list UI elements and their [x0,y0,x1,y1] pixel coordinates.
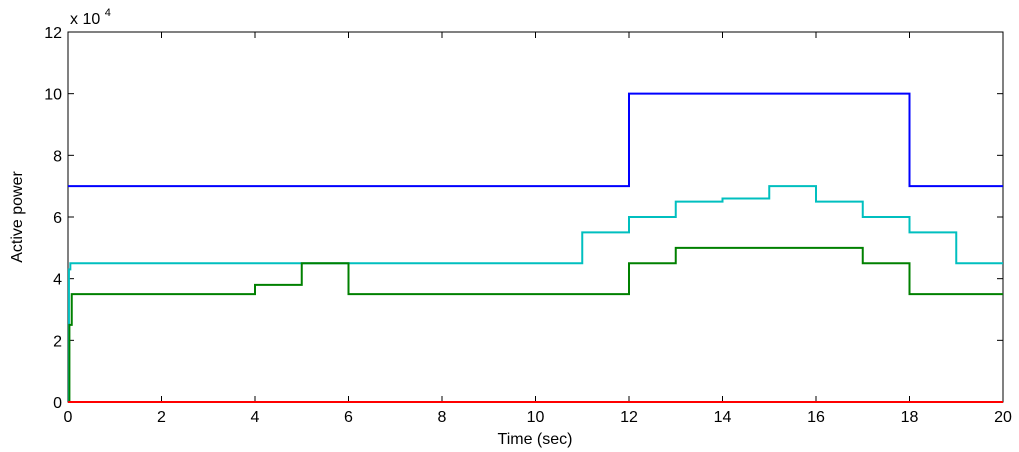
y-tick-label: 6 [53,210,62,227]
y-tick-label: 0 [53,395,62,412]
x-tick-label: 20 [994,409,1012,426]
series-line-1 [68,92,1003,188]
y-tick-label: 4 [53,272,62,289]
x-axis-label: Time (sec) [498,431,573,448]
series-line-2 [67,185,1003,403]
y-tick-label: 2 [53,333,62,350]
x-axis-ticks: 0 2 4 6 8 10 12 14 16 18 20 [64,32,1012,426]
x-tick-label: 6 [344,409,353,426]
x-tick-label: 8 [438,409,447,426]
x-tick-label: 10 [527,409,545,426]
exponent-power: 4 [105,7,111,19]
x-tick-label: 16 [807,409,825,426]
x-tick-label: 12 [620,409,638,426]
y-tick-label: 12 [44,25,62,42]
x-tick-label: 4 [251,409,260,426]
x-tick-label: 0 [64,409,73,426]
y-tick-label: 10 [44,87,62,104]
x-tick-label: 14 [714,409,732,426]
x-tick-label: 2 [157,409,166,426]
exponent-base: x 10 [70,11,100,28]
series-line-3 [68,246,1003,403]
series-layer [67,92,1003,403]
y-axis-exponent: x 10 4 [70,7,111,28]
y-tick-label: 8 [53,148,62,165]
y-axis-label: Active power [9,171,26,263]
x-tick-label: 18 [901,409,919,426]
